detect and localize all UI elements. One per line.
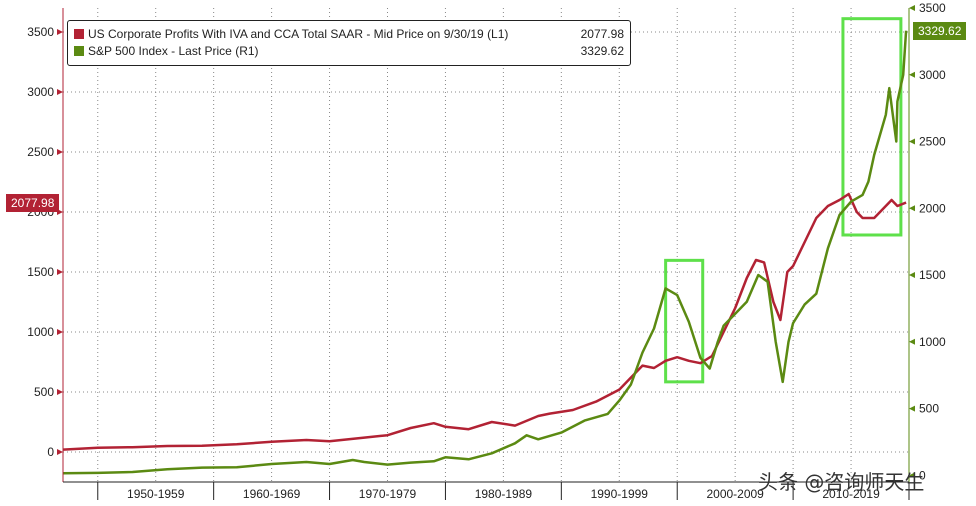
- x-ticks: 1950-1959 1960-1969 1970-1979 1980-1989 1990…: [97, 482, 910, 501]
- legend-swatch-sp500: [74, 46, 84, 56]
- left-tick-label: 0: [47, 445, 54, 459]
- right-tick-mark: [909, 71, 915, 78]
- x-tick-label: 2000-2009: [706, 487, 764, 501]
- left-tick-mark: [57, 149, 63, 155]
- grid: [63, 8, 910, 482]
- right-tick-mark: [909, 338, 915, 345]
- x-tick-label: 1980-1989: [475, 487, 533, 501]
- last-value-badge-sp500: 3329.62: [913, 21, 967, 40]
- left-tick-label: 1500: [27, 265, 54, 279]
- legend-row-sp500: S&P 500 Index - Last Price (R1) 3329.62: [74, 44, 624, 60]
- right-tick-mark: [909, 272, 915, 279]
- legend-label-profits: US Corporate Profits With IVA and CCA To…: [88, 27, 509, 41]
- right-tick-label: 500: [919, 402, 939, 416]
- legend-swatch-profits: [74, 29, 84, 39]
- left-tick-label: 2500: [27, 145, 54, 159]
- left-tick-mark: [57, 329, 63, 335]
- x-tick-label: 1960-1969: [243, 487, 301, 501]
- left-tick-label: 1000: [27, 325, 54, 339]
- legend-value-profits: 2077.98: [580, 27, 624, 41]
- left-tick-mark: [57, 29, 63, 35]
- right-tick-label: 1500: [919, 268, 946, 282]
- right-tick-label: 1000: [919, 335, 946, 349]
- right-tick-mark: [909, 5, 915, 11]
- series-lines: [62, 30, 908, 475]
- left-tick-label: 3500: [27, 25, 54, 39]
- right-tick-label: 3500: [919, 1, 946, 15]
- right-tick-label: 3000: [919, 68, 946, 82]
- legend-value-sp500: 3329.62: [580, 44, 624, 58]
- right-tick-label: 2500: [919, 135, 946, 149]
- left-tick-mark: [57, 89, 63, 95]
- x-tick-label: 2010-2019: [822, 487, 880, 501]
- axes: [62, 8, 910, 483]
- x-tick-label: 1970-1979: [359, 487, 417, 501]
- series-line-sp500: [62, 30, 908, 475]
- highlight-box: [841, 17, 903, 237]
- right-tick-mark: [909, 472, 915, 479]
- right-tick-label: 2000: [919, 201, 946, 215]
- highlight-box: [664, 258, 705, 384]
- right-tick-label: 0: [919, 468, 926, 482]
- legend: US Corporate Profits With IVA and CCA To…: [67, 20, 631, 66]
- last-value-badge-profits: 2077.98: [6, 193, 60, 212]
- highlight-boxes: [664, 17, 903, 384]
- legend-row-profits: US Corporate Profits With IVA and CCA To…: [74, 27, 624, 43]
- x-tick-label: 1950-1959: [127, 487, 185, 501]
- left-tick-label: 3000: [27, 85, 54, 99]
- left-tick-label: 500: [34, 385, 54, 399]
- x-tick-label: 1990-1999: [591, 487, 649, 501]
- watermark: 头条 @咨询师天生: [758, 470, 925, 494]
- right-y-ticks: 0 500 1000 1500 2000 2500 3000 3500: [909, 1, 946, 482]
- right-tick-mark: [909, 205, 915, 212]
- left-tick-mark: [57, 269, 63, 275]
- right-tick-mark: [909, 138, 915, 145]
- legend-label-sp500: S&P 500 Index - Last Price (R1): [88, 44, 259, 58]
- left-tick-mark: [57, 389, 63, 395]
- series-line-profits: [62, 192, 907, 451]
- right-tick-mark: [909, 405, 915, 412]
- left-tick-mark: [57, 449, 63, 455]
